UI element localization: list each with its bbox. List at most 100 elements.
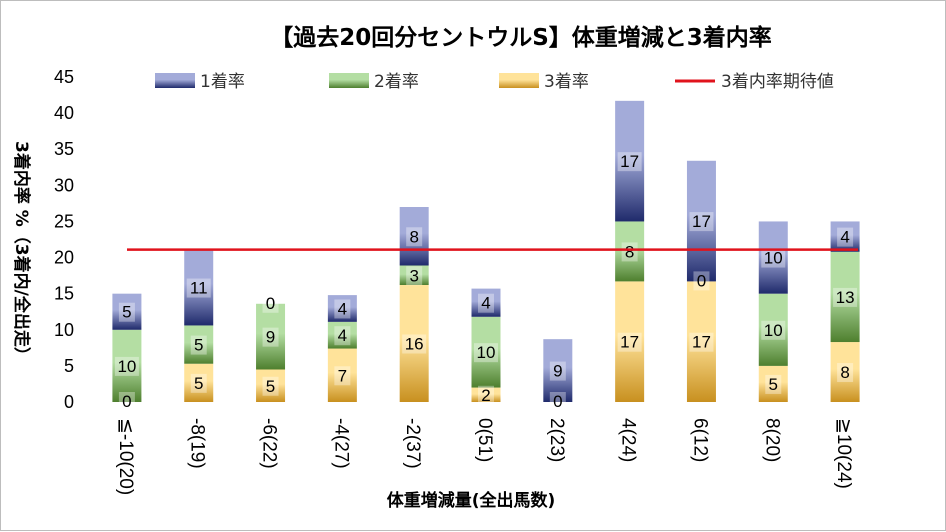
y-tick-label: 15 — [54, 284, 74, 304]
data-label-background — [617, 332, 642, 352]
legend-swatch-rate3 — [499, 73, 539, 88]
data-label: 5 — [194, 374, 203, 393]
x-tick-label: 2(23) — [546, 418, 567, 462]
data-label-background — [334, 299, 351, 319]
bar-segment-rate2 — [184, 325, 214, 364]
data-label-background — [190, 335, 207, 355]
y-tick-label: 30 — [54, 175, 74, 195]
data-label-background — [617, 152, 642, 172]
data-label-background — [334, 366, 351, 386]
data-label: 8 — [840, 363, 849, 382]
bar-segment-rate3 — [256, 369, 286, 402]
y-axis-title: 3着内率 %（3着内/全出走） — [11, 141, 32, 364]
data-label-background — [406, 227, 423, 247]
x-tick-label: ≦-10(20) — [115, 418, 136, 495]
bar-segment-rate1 — [184, 249, 214, 326]
data-label-background — [334, 326, 351, 346]
data-label-background — [837, 363, 854, 383]
data-label: 4 — [338, 299, 347, 318]
x-axis: ≦-10(20) -8(19) -6(22) -4(27) -2(37) 0(51) 2(2… — [115, 418, 854, 495]
data-label: 11 — [190, 279, 208, 298]
bar-segment-rate2 — [399, 265, 429, 285]
y-axis: 0 5 10 15 20 25 30 35 40 45 — [54, 67, 74, 412]
x-tick-label: 8(20) — [761, 418, 782, 462]
x-tick-label: ≧10(24) — [833, 418, 854, 489]
data-label-background — [693, 271, 710, 291]
bar-segment-rate3 — [830, 342, 860, 402]
data-label: 9 — [553, 362, 562, 381]
x-tick-label: -8(19) — [187, 418, 208, 469]
data-label-background — [186, 278, 211, 298]
data-label: 10 — [117, 357, 136, 376]
bar-segment-rate1 — [543, 339, 573, 402]
bar-segment-rate2 — [256, 303, 286, 370]
data-label-background — [262, 293, 279, 313]
data-label-background — [118, 302, 135, 322]
bar-segment-rate3 — [471, 387, 501, 402]
legend-label-rate1: 1着率 — [200, 72, 245, 92]
data-label: 0 — [697, 271, 706, 290]
bar-segment-rate1 — [758, 221, 788, 294]
data-label: 5 — [194, 336, 203, 355]
bar-segment-rate2 — [471, 316, 501, 388]
data-label-background — [114, 356, 139, 376]
bar-segment-rate1 — [112, 293, 142, 330]
x-tick-label: 6(12) — [689, 418, 710, 462]
legend-label-reference-line: 3着内率期待値 — [721, 72, 834, 92]
chart-title: 【過去20回分セントウルS】体重増減と3着内率 — [270, 24, 772, 51]
data-label: 10 — [764, 321, 783, 340]
y-tick-label: 0 — [64, 392, 74, 412]
x-tick-label: -6(22) — [259, 418, 280, 469]
bar-segment-rate3 — [758, 365, 788, 402]
bar-segment-rate2 — [830, 251, 860, 343]
x-tick-label: -2(37) — [402, 418, 423, 469]
data-labels: 0 10 5 5 5 11 5 9 0 7 4 4 16 3 8 2 10 4 0 9 17 8 17 17 0 17 5 10 10 8… — [114, 152, 858, 411]
data-label: 4 — [338, 326, 347, 345]
data-label: 4 — [840, 228, 849, 247]
data-label-background — [262, 327, 279, 347]
data-label-background — [549, 392, 566, 411]
data-label: 17 — [692, 333, 711, 352]
data-label: 5 — [122, 303, 131, 322]
data-label: 0 — [122, 392, 131, 411]
data-label: 10 — [477, 343, 496, 362]
data-label-background — [478, 293, 494, 313]
x-tick-label: 0(51) — [474, 418, 495, 462]
data-label: 7 — [338, 366, 347, 385]
bar-segment-rate1 — [615, 100, 645, 222]
data-label-background — [689, 212, 714, 232]
data-label: 10 — [764, 249, 783, 268]
legend-label-rate2: 2着率 — [374, 72, 419, 92]
bar-segment-rate2 — [112, 329, 142, 402]
data-label: 4 — [481, 294, 490, 313]
data-label: 5 — [266, 377, 275, 396]
legend-swatch-rate1 — [155, 73, 195, 88]
data-label: 9 — [266, 328, 275, 347]
data-label: 8 — [625, 242, 634, 261]
bar-segment-rate1 — [830, 221, 860, 252]
data-label-background — [837, 227, 854, 247]
bar-segment-rate1 — [327, 295, 357, 322]
data-label-background — [474, 343, 498, 363]
y-tick-label: 10 — [54, 320, 74, 340]
data-label-background — [761, 248, 786, 268]
y-tick-label: 35 — [54, 139, 74, 159]
legend-label-rate3: 3着率 — [544, 72, 589, 92]
bar-segment-rate2 — [615, 221, 645, 282]
bar-segment-rate1 — [471, 288, 501, 317]
y-tick-label: 25 — [54, 211, 74, 231]
bar-segment-rate2 — [327, 321, 357, 349]
data-label-background — [765, 374, 782, 394]
data-label-background — [761, 320, 786, 340]
bar-segment-rate1 — [399, 207, 429, 266]
data-label-background — [190, 373, 207, 393]
data-label-background — [621, 242, 638, 262]
data-label: 16 — [405, 335, 424, 354]
y-tick-label: 45 — [54, 67, 74, 87]
data-label: 17 — [620, 152, 639, 171]
legend-swatch-rate2 — [329, 73, 369, 88]
x-axis-title: 体重増減量(全出馬数) — [387, 490, 556, 511]
data-label: 3 — [409, 266, 418, 285]
